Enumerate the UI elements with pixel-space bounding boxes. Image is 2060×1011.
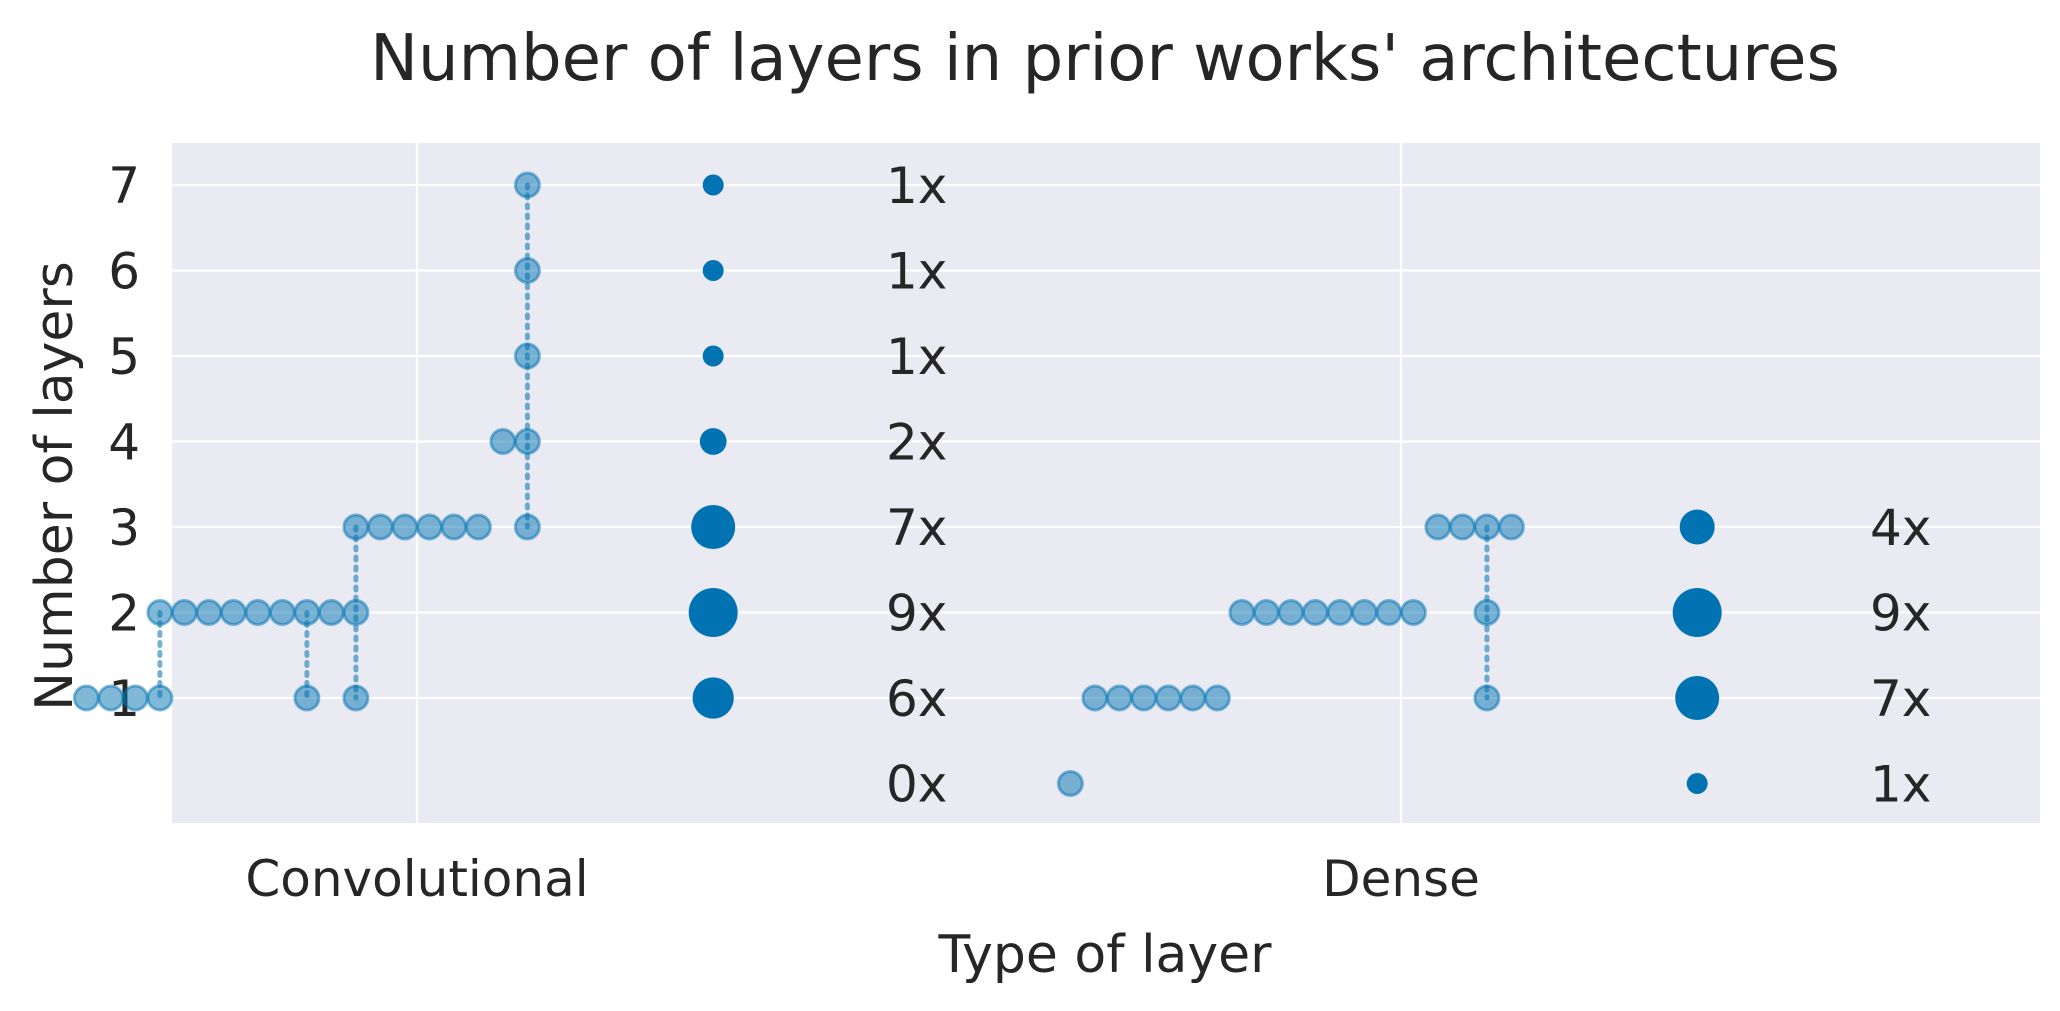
- data-point: [489, 428, 517, 455]
- count-dot: [702, 260, 724, 281]
- data-point: [1056, 770, 1084, 797]
- data-point: [195, 599, 223, 626]
- data-point: [513, 257, 541, 284]
- counts-dense: 4x 9x 7x 1x: [1672, 499, 1931, 814]
- data-point: [513, 428, 541, 455]
- x-tick-label: Dense: [1322, 850, 1480, 908]
- count-dot: [702, 345, 724, 367]
- data-point: [219, 599, 247, 626]
- data-point: [1497, 513, 1525, 541]
- count-label: 7x: [1870, 670, 1931, 728]
- chart-title: Number of layers in prior works' archite…: [370, 22, 1840, 96]
- data-point: [1448, 513, 1476, 541]
- x-tick-label: Convolutional: [245, 850, 588, 908]
- data-point: [1424, 513, 1452, 541]
- data-point: [342, 599, 370, 626]
- data-point: [293, 684, 321, 712]
- count-legend: 1x 1x 1x 2x 7x 9x 6x 0x 4x 9x 7x 1x: [688, 157, 1931, 814]
- data-point: [1105, 684, 1133, 712]
- count-label: 2x: [886, 414, 947, 472]
- count-label: 9x: [1870, 585, 1931, 643]
- data-point: [1375, 599, 1403, 626]
- data-point: [1179, 684, 1207, 712]
- data-point: [121, 684, 149, 712]
- data-marks: [72, 171, 1525, 797]
- count-dot: [692, 677, 734, 719]
- count-label: 0x: [886, 756, 947, 814]
- data-point: [1350, 599, 1378, 626]
- series-convolutional: [72, 171, 541, 712]
- count-dot: [691, 504, 736, 550]
- y-tick-label: 4: [108, 414, 140, 472]
- y-axis-label: Number of layers: [25, 261, 85, 711]
- data-point: [1473, 684, 1501, 712]
- count-label: 1x: [886, 157, 947, 215]
- count-dot: [1679, 509, 1715, 545]
- data-point: [97, 684, 125, 712]
- y-tick-label: 3: [108, 499, 140, 557]
- count-dot: [1686, 773, 1708, 794]
- data-point: [1252, 599, 1280, 626]
- count-dot: [1675, 675, 1720, 721]
- x-axis-label: Type of layer: [937, 925, 1272, 985]
- data-point: [1154, 684, 1182, 712]
- count-label: 1x: [886, 328, 947, 386]
- data-point: [1301, 599, 1329, 626]
- data-point: [1399, 599, 1427, 626]
- count-label: 4x: [1870, 499, 1931, 557]
- data-point: [415, 513, 443, 541]
- data-point: [391, 513, 419, 541]
- count-label: 1x: [1870, 756, 1931, 814]
- y-tick-label: 7: [108, 157, 140, 215]
- data-point: [317, 599, 345, 626]
- data-point: [170, 599, 198, 626]
- count-dot: [1672, 588, 1722, 637]
- data-point: [1326, 599, 1354, 626]
- data-point: [440, 513, 468, 541]
- data-point: [1130, 684, 1158, 712]
- data-point: [1203, 684, 1231, 712]
- count-label: 6x: [886, 670, 947, 728]
- data-point: [1228, 599, 1256, 626]
- data-point: [293, 599, 321, 626]
- data-point: [342, 684, 370, 712]
- y-tick-label: 6: [108, 243, 140, 301]
- x-tick-labels: Convolutional Dense: [245, 850, 1480, 908]
- data-point: [342, 513, 370, 541]
- y-tick-label: 2: [108, 585, 140, 643]
- y-tick-label: 5: [108, 328, 140, 386]
- counts-convolutional: 1x 1x 1x 2x 7x 9x 6x 0x: [688, 157, 947, 814]
- plot-area: [172, 143, 2040, 823]
- data-point: [513, 171, 541, 199]
- data-point: [513, 342, 541, 370]
- data-point: [464, 513, 492, 541]
- count-label: 1x: [886, 243, 947, 301]
- count-dot: [702, 174, 724, 196]
- y-tick-labels: 1234567: [108, 157, 140, 728]
- data-point: [513, 513, 541, 541]
- data-point: [1277, 599, 1305, 626]
- data-point: [244, 599, 272, 626]
- series-dense: [1056, 513, 1525, 797]
- data-point: [1473, 513, 1501, 541]
- data-point: [1473, 599, 1501, 626]
- data-point: [366, 513, 394, 541]
- count-label: 7x: [886, 499, 947, 557]
- data-point: [1081, 684, 1109, 712]
- count-dot: [688, 588, 738, 637]
- data-point: [146, 599, 174, 626]
- count-label: 9x: [886, 585, 947, 643]
- data-point: [268, 599, 296, 626]
- count-dot: [699, 428, 727, 455]
- data-point: [146, 684, 174, 712]
